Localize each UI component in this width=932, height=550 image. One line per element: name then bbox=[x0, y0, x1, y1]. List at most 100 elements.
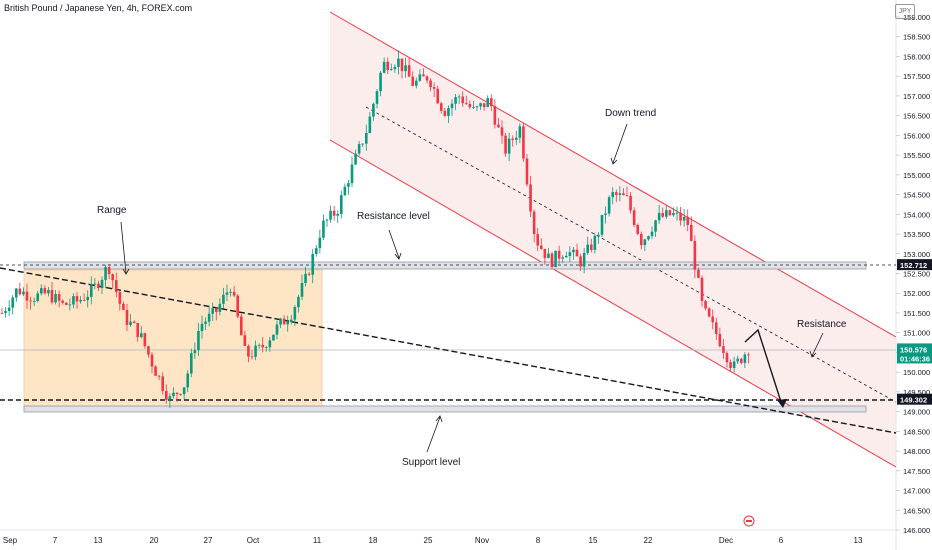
candle-body bbox=[707, 308, 711, 317]
candle-body bbox=[197, 331, 200, 351]
candle-body bbox=[354, 153, 357, 165]
event-marker-icon[interactable] bbox=[743, 515, 755, 527]
candle-body bbox=[525, 158, 529, 185]
candle-body bbox=[747, 354, 750, 356]
candle-body bbox=[675, 212, 679, 214]
candle-body bbox=[722, 346, 725, 354]
candle-body bbox=[439, 103, 443, 111]
x-tick-label: 13 bbox=[854, 536, 863, 545]
candle-body bbox=[193, 350, 197, 354]
candle-body bbox=[107, 267, 111, 275]
candle-body bbox=[222, 294, 225, 304]
candle-body bbox=[275, 324, 279, 335]
candle-body bbox=[468, 104, 472, 108]
candle-body bbox=[175, 392, 179, 395]
candle-body bbox=[597, 234, 600, 236]
chart-title: British Pound / Japanese Yen, 4h, FOREX.… bbox=[4, 3, 193, 13]
candle-body bbox=[611, 192, 615, 198]
candle-body bbox=[314, 248, 318, 254]
candle-body bbox=[214, 308, 218, 312]
candle-body bbox=[22, 291, 25, 295]
candle-body bbox=[29, 300, 32, 302]
candle-body bbox=[104, 267, 107, 280]
down-channel-fill bbox=[330, 12, 896, 467]
candle-body bbox=[225, 292, 229, 295]
candle-body bbox=[729, 362, 732, 369]
candle-body bbox=[11, 297, 15, 308]
x-tick-label: 25 bbox=[424, 536, 433, 545]
diagonal-trend-line bbox=[0, 267, 897, 434]
candle-body bbox=[664, 210, 668, 217]
candle-body bbox=[261, 344, 265, 348]
candle-body bbox=[339, 195, 343, 214]
candle-body bbox=[257, 344, 261, 346]
candle-body bbox=[511, 138, 515, 140]
candle-body bbox=[72, 296, 75, 305]
candle-body bbox=[179, 394, 182, 395]
candle-body bbox=[582, 252, 586, 267]
candle-body bbox=[732, 361, 736, 369]
y-tick-label: 156.000 bbox=[903, 131, 930, 140]
candle-body bbox=[714, 322, 718, 334]
candle-body bbox=[607, 197, 611, 214]
candle-body bbox=[604, 213, 607, 215]
projection-arrowhead bbox=[777, 399, 787, 408]
candle-body bbox=[211, 308, 215, 314]
candle-body bbox=[522, 126, 525, 159]
candle-body bbox=[568, 252, 572, 256]
candle-body bbox=[564, 255, 568, 258]
candle-body bbox=[689, 224, 693, 241]
candle-body bbox=[329, 210, 332, 220]
candle-body bbox=[357, 144, 361, 154]
candle-body bbox=[518, 126, 522, 138]
candle-body bbox=[322, 220, 325, 238]
candle-body bbox=[97, 283, 100, 289]
candle-body bbox=[18, 288, 22, 295]
candle-body bbox=[147, 346, 150, 355]
annotation-support-level: Support level bbox=[402, 457, 460, 468]
y-tick-label: 153.000 bbox=[903, 250, 930, 259]
candle-body bbox=[4, 310, 7, 314]
resistance-zone bbox=[23, 261, 867, 270]
candle-body bbox=[93, 283, 97, 285]
y-tick-label: 146.500 bbox=[903, 506, 930, 515]
candle-body bbox=[725, 353, 729, 363]
candle-body bbox=[739, 358, 743, 363]
candle-body bbox=[629, 195, 632, 211]
candle-body bbox=[657, 213, 661, 221]
price-tag-label: 152.712 bbox=[900, 261, 927, 270]
candle-body bbox=[343, 186, 347, 196]
candle-body bbox=[514, 137, 518, 140]
support-zone bbox=[23, 405, 867, 413]
y-tick-label: 155.000 bbox=[903, 171, 930, 180]
currency-badge[interactable]: JPY bbox=[895, 4, 915, 19]
candle-body bbox=[632, 210, 636, 225]
candle-body bbox=[736, 358, 740, 362]
candle-body bbox=[393, 66, 397, 70]
candle-body bbox=[493, 106, 497, 125]
annotation-resistance-level: Resistance level bbox=[357, 211, 430, 222]
candle-body bbox=[64, 302, 68, 305]
candle-body bbox=[172, 392, 175, 397]
candle-body bbox=[450, 103, 454, 109]
candle-body bbox=[425, 76, 429, 81]
x-tick-label: 20 bbox=[150, 536, 159, 545]
candle-body bbox=[372, 103, 375, 117]
candle-body bbox=[47, 290, 50, 294]
candle-body bbox=[111, 274, 115, 281]
candle-body bbox=[186, 373, 190, 388]
x-tick-label: Dec bbox=[719, 536, 733, 545]
candle-body bbox=[575, 249, 579, 257]
event-marker-bar bbox=[746, 520, 752, 522]
candle-body bbox=[654, 220, 657, 232]
candle-body bbox=[618, 193, 622, 196]
channel-lower-line bbox=[329, 139, 897, 468]
y-tick-label: 157.500 bbox=[903, 72, 930, 81]
candle-body bbox=[286, 321, 290, 325]
candle-body bbox=[539, 245, 543, 249]
candle-body bbox=[239, 316, 243, 336]
candle-body bbox=[636, 224, 640, 234]
candle-body bbox=[504, 135, 507, 154]
candle-body bbox=[14, 288, 18, 298]
